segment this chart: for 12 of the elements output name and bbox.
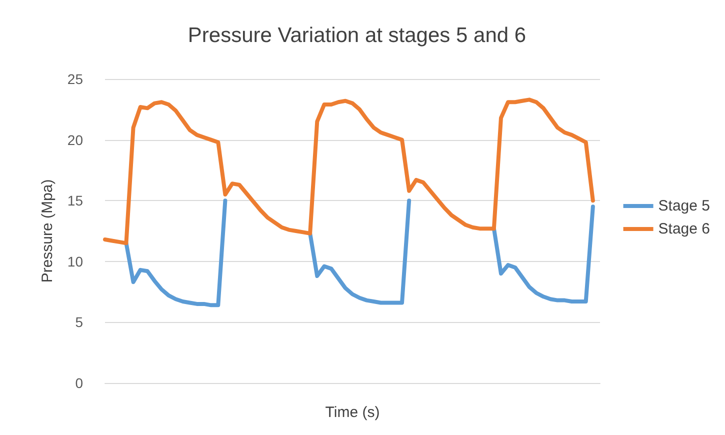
y-tick-label: 5 [75,314,84,330]
y-tick-label: 25 [67,71,84,87]
x-axis-title: Time (s) [325,404,380,421]
chart-title: Pressure Variation at stages 5 and 6 [188,24,526,47]
y-tick-label: 0 [75,375,84,391]
y-tick-label: 10 [67,253,84,270]
y-axis-title: Pressure (Mpa) [39,179,56,283]
y-tick-label: 20 [67,132,84,148]
line-series [103,98,595,246]
legend-label: Stage 5 [658,198,710,214]
legend-label: Stage 6 [658,220,710,238]
y-tick-label: 15 [67,192,84,209]
